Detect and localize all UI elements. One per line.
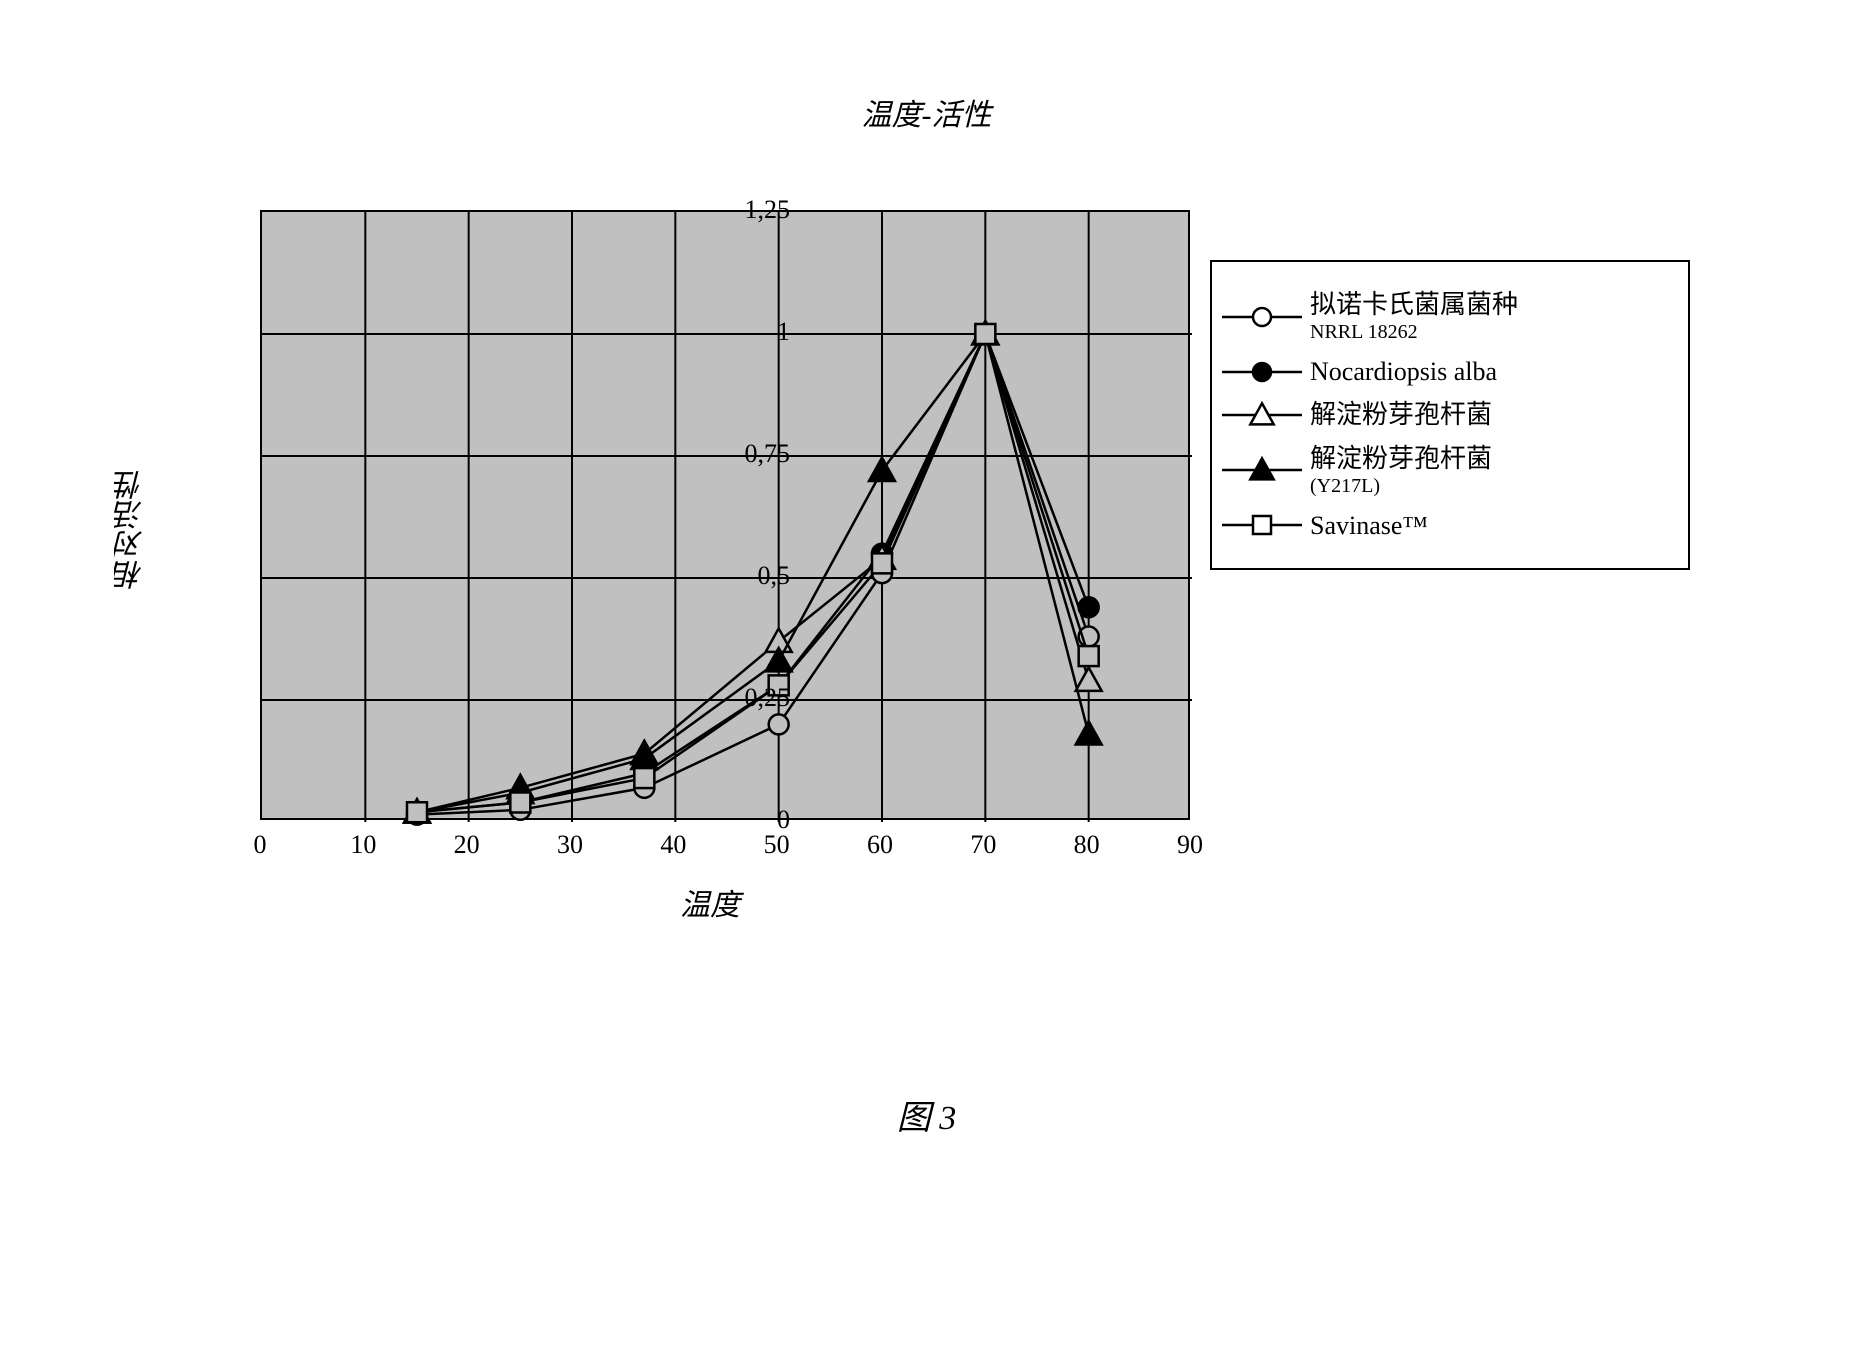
y-axis-title: 相对活性 [110,470,154,590]
legend-marker-icon [1222,357,1302,387]
page-title: 温度-活性 [862,90,992,134]
y-tick-label: 1,25 [710,195,790,225]
figure-label: 图 3 [897,1090,957,1139]
x-tick-label: 10 [350,830,376,860]
x-tick-label: 0 [254,830,267,860]
y-tick-label: 1 [710,317,790,347]
x-tick-label: 70 [970,830,996,860]
legend: 拟诺卡氏菌属菌种NRRL 18262 Nocardiopsis alba 解淀粉芽孢… [1210,260,1690,570]
y-tick-label: 0,75 [710,439,790,469]
legend-item: 解淀粉芽孢杆菌 [1222,399,1668,430]
legend-label: Savinase™ [1310,510,1428,541]
x-tick-label: 20 [454,830,480,860]
chart-svg [262,212,1188,818]
x-tick-label: 80 [1074,830,1100,860]
x-axis-title: 温度 [680,880,740,924]
legend-marker-icon [1222,510,1302,540]
legend-marker-icon [1222,455,1302,485]
legend-marker-icon [1222,400,1302,430]
legend-label: Nocardiopsis alba [1310,356,1497,387]
chart-container: 相对活性 温度 00,250,50,7511,25 01020304050607… [130,200,1730,950]
legend-sublabel: (Y217L) [1310,474,1492,498]
legend-label: 拟诺卡氏菌属菌种NRRL 18262 [1310,289,1518,344]
x-tick-label: 50 [764,830,790,860]
y-tick-label: 0,5 [710,561,790,591]
legend-item: 拟诺卡氏菌属菌种NRRL 18262 [1222,289,1668,344]
x-tick-label: 90 [1177,830,1203,860]
legend-item: Nocardiopsis alba [1222,356,1668,387]
legend-label: 解淀粉芽孢杆菌 [1310,399,1492,430]
legend-item: 解淀粉芽孢杆菌(Y217L) [1222,443,1668,498]
x-tick-label: 30 [557,830,583,860]
legend-item: Savinase™ [1222,510,1668,541]
legend-marker-icon [1222,302,1302,332]
y-tick-label: 0,25 [710,683,790,713]
plot-area [260,210,1190,820]
legend-sublabel: NRRL 18262 [1310,320,1518,344]
legend-label: 解淀粉芽孢杆菌(Y217L) [1310,443,1492,498]
x-tick-label: 60 [867,830,893,860]
x-tick-label: 40 [660,830,686,860]
